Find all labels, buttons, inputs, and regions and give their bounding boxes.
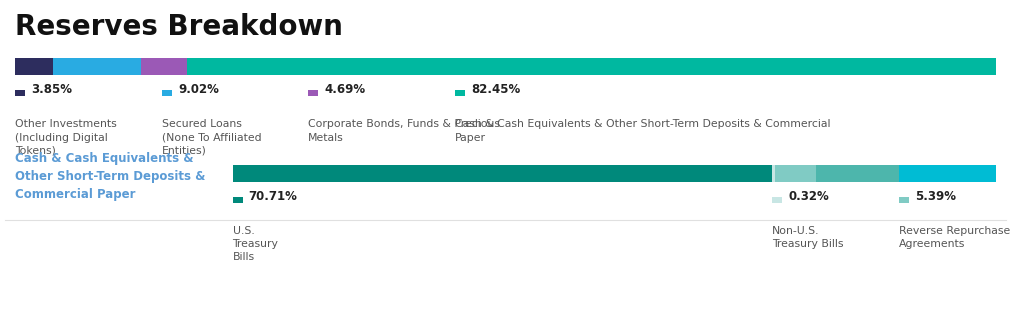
Bar — [233, 165, 772, 182]
Text: Non-U.S.
Treasury Bills: Non-U.S. Treasury Bills — [772, 226, 844, 249]
Text: Secured Loans
(None To Affiliated
Entities): Secured Loans (None To Affiliated Entiti… — [162, 119, 262, 156]
Bar — [53, 58, 142, 75]
Text: 70.71%: 70.71% — [249, 190, 297, 203]
Bar — [15, 58, 53, 75]
Bar — [774, 165, 816, 182]
Text: Reserves Breakdown: Reserves Breakdown — [15, 13, 343, 41]
Text: Other Investments
(Including Digital
Tokens): Other Investments (Including Digital Tok… — [15, 119, 117, 156]
Text: 0.32%: 0.32% — [789, 190, 829, 203]
Bar — [772, 165, 774, 182]
Text: 9.02%: 9.02% — [178, 83, 218, 96]
Bar — [142, 58, 187, 75]
Text: Corporate Bonds, Funds & Precious
Metals: Corporate Bonds, Funds & Precious Metals — [308, 119, 500, 143]
Bar — [233, 197, 243, 203]
Bar — [899, 197, 909, 203]
Text: 82.45%: 82.45% — [471, 83, 521, 96]
Text: Cash & Cash Equivalents & Other Short-Term Deposits & Commercial
Paper: Cash & Cash Equivalents & Other Short-Te… — [455, 119, 830, 143]
Bar — [15, 90, 25, 96]
Bar — [816, 165, 899, 182]
Bar — [899, 165, 996, 182]
Text: U.S.
Treasury
Bills: U.S. Treasury Bills — [233, 226, 278, 263]
Text: 4.69%: 4.69% — [325, 83, 366, 96]
Bar — [308, 90, 318, 96]
Bar — [455, 90, 465, 96]
Bar — [162, 90, 172, 96]
Text: Reverse Repurchase
Agreements: Reverse Repurchase Agreements — [899, 226, 1010, 249]
Text: 3.85%: 3.85% — [31, 83, 73, 96]
Bar — [772, 197, 783, 203]
Text: Cash & Cash Equivalents &
Other Short-Term Deposits &
Commercial Paper: Cash & Cash Equivalents & Other Short-Te… — [15, 152, 205, 201]
Bar — [187, 58, 996, 75]
Text: 5.39%: 5.39% — [915, 190, 955, 203]
